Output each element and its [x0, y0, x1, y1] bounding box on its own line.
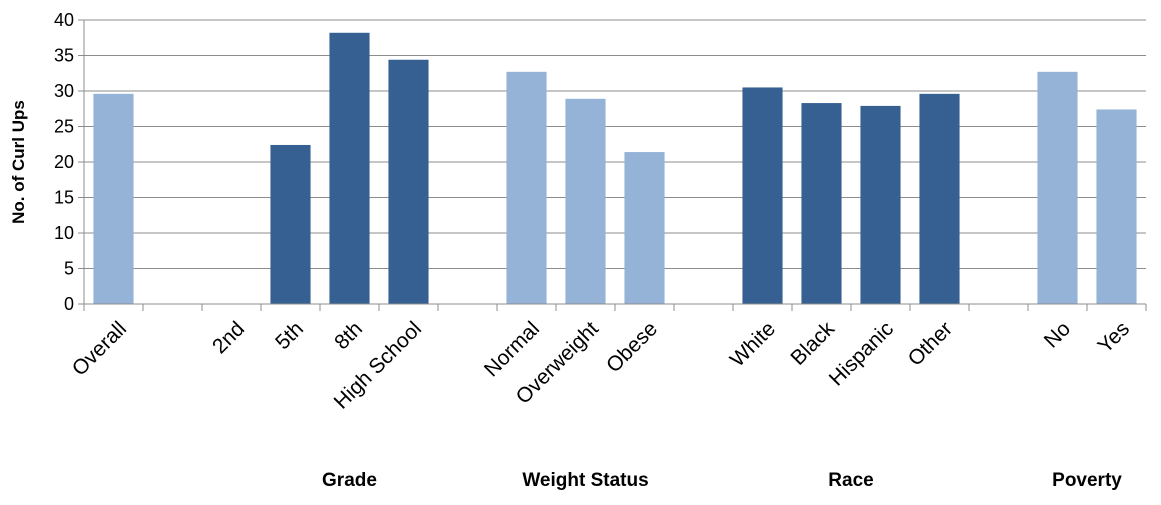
x-tick-label: Other [904, 317, 957, 370]
x-tick-label: White [726, 317, 780, 371]
group-labels: Grade Weight Status Race Poverty [322, 470, 1122, 491]
y-tick-label: 15 [54, 188, 74, 208]
y-tick-label: 0 [64, 294, 74, 314]
bar-obese [624, 152, 665, 304]
group-label: Weight Status [522, 470, 648, 491]
x-tick-label: 5th [271, 317, 308, 354]
y-tick-label: 10 [54, 223, 74, 243]
bar-white [742, 87, 783, 304]
y-tick-labels: 0 5 10 15 20 25 30 35 40 [54, 10, 74, 314]
bar-hispanic [860, 105, 901, 304]
x-tick-label: Hispanic [825, 317, 898, 390]
y-tick-label: 40 [54, 10, 74, 30]
y-tick-label: 35 [54, 46, 74, 66]
y-axis-label: No. of Curl Ups [9, 100, 28, 224]
y-tick-label: 5 [64, 259, 74, 279]
bar-overweight [565, 98, 606, 304]
y-tick-label: 25 [54, 117, 74, 137]
bar-no [1037, 71, 1078, 304]
bar-black [801, 103, 842, 304]
bar-5th [270, 144, 311, 304]
axes [78, 19, 1147, 311]
x-tick-label: Black [786, 317, 839, 370]
y-tick-label: 20 [54, 152, 74, 172]
bar-high-school [388, 59, 429, 305]
x-tick-label: 2nd [208, 317, 249, 358]
x-tick-label: Obese [602, 317, 662, 377]
y-tick-label: 30 [54, 81, 74, 101]
bar-other [919, 93, 960, 304]
group-label: Race [828, 470, 873, 491]
group-label: Grade [322, 470, 377, 491]
bar-normal [506, 71, 547, 304]
x-tick-label: Yes [1094, 317, 1134, 357]
bars [93, 32, 1137, 305]
bar-overall [93, 93, 134, 304]
x-tick-label: Overall [68, 317, 131, 380]
bar-8th [329, 32, 370, 304]
x-tick-label: 8th [330, 317, 367, 354]
x-tick-label: No [1040, 317, 1075, 352]
gridlines [84, 19, 1146, 269]
group-label: Poverty [1052, 470, 1122, 491]
bar-yes [1096, 109, 1137, 305]
